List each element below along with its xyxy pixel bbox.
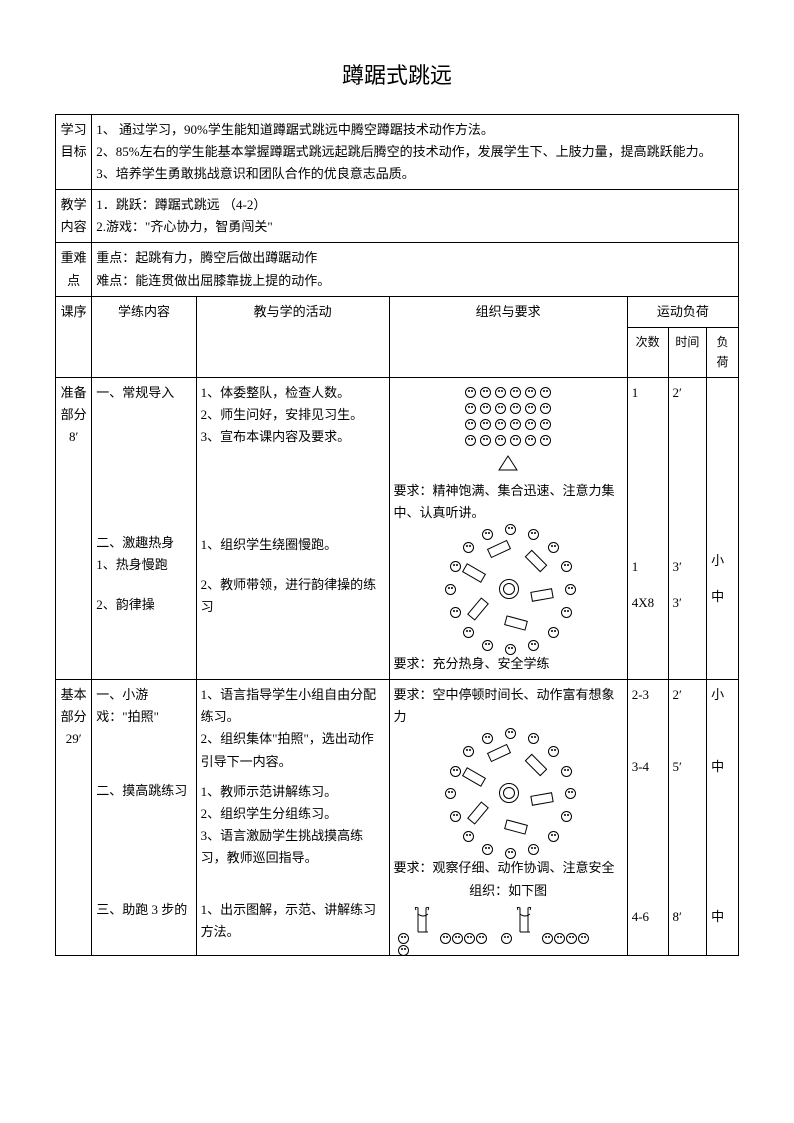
basic-r1-t: 2′ (673, 684, 703, 706)
prep-label: 准备部分 8′ (56, 377, 92, 680)
prep-r2-l: 小 (711, 550, 734, 572)
hdr-act: 教与学的活动 (196, 296, 389, 377)
content-text: 1．跳跃：蹲踞式跳远 （4-2） 2.游戏："齐心协力，智勇闯关" (92, 190, 739, 243)
prep-r3-t: 3′ (673, 592, 703, 614)
hdr-item: 学练内容 (92, 296, 196, 377)
basic-r2-l: 中 (711, 756, 734, 778)
bounce-diagram (394, 904, 623, 949)
prep-counts: 1 1 4X8 (627, 377, 668, 680)
grid-formation-diagram (394, 386, 623, 474)
prep-times: 2′ 3′ 3′ (668, 377, 707, 680)
prep-r3-l: 中 (711, 586, 734, 608)
prep-levels: 小 中 (707, 377, 739, 680)
basic-r2-act: 1、教师示范讲解练习。 2、组织学生分组练习。 3、语言激励学生挑战摸高练习，教… (201, 781, 385, 869)
content-label: 教学内容 (56, 190, 92, 243)
basic-r2-item: 二、摸高跳练习 (96, 780, 191, 802)
basic-r2-c: 3-4 (632, 756, 664, 778)
basic-levels: 小 中 中 (707, 680, 739, 955)
basic-r3-l: 中 (711, 906, 734, 928)
basic-times: 2′ 5′ 8′ (668, 680, 707, 955)
focus-label: 重难点 (56, 243, 92, 296)
basic-r1-req: 要求：空中停顿时间长、动作富有想象力 (394, 684, 623, 728)
prep-r1-c: 1 (632, 382, 664, 404)
basic-r2-req: 要求：观察仔细、动作协调、注意安全 (394, 857, 623, 879)
circle-formation-diagram (433, 526, 583, 651)
prep-r2-c: 1 (632, 556, 664, 578)
prep-r1-req: 要求：精神饱满、集合迅速、注意力集中、认真听讲。 (394, 480, 623, 524)
goal-text: 1、 通过学习，90%学生能知道蹲踞式跳远中腾空蹲踞技术动作方法。 2、85%左… (92, 115, 739, 190)
basic-items: 一、小游戏："拍照" 二、摸高跳练习 三、助跑 3 步的 (92, 680, 196, 955)
goal-label: 学习目标 (56, 115, 92, 190)
basic-r2-t: 5′ (673, 756, 703, 778)
basic-label: 基本部分 29′ (56, 680, 92, 955)
prep-items: 一、常规导入 二、激趣热身 1、热身慢跑 2、韵律操 (92, 377, 196, 680)
basic-r1-l: 小 (711, 684, 734, 706)
hdr-org: 组织与要求 (389, 296, 627, 377)
prep-org: 要求：精神饱满、集合迅速、注意力集中、认真听讲。 要求：充分热身、安全学练 (389, 377, 627, 680)
prep-r3-act: 2、教师带领，进行韵律操的练习 (201, 574, 385, 618)
basic-r3-item: 三、助跑 3 步的 (96, 899, 191, 921)
prep-r1-t: 2′ (673, 382, 703, 404)
basic-r1-c: 2-3 (632, 684, 664, 706)
hdr-load: 运动负荷 (627, 296, 738, 327)
prep-r3-c: 4X8 (632, 592, 664, 614)
prep-acts: 1、体委整队，检查人数。 2、师生问好，安排见习生。 3、宣布本课内容及要求。 … (196, 377, 389, 680)
hdr-level: 负荷 (707, 327, 739, 377)
basic-r1-item: 一、小游戏："拍照" (96, 684, 191, 728)
prep-r2-item: 二、激趣热身 1、热身慢跑 (96, 532, 191, 576)
basic-r2-org: 组织：如下图 (394, 880, 623, 902)
basic-org: 要求：空中停顿时间长、动作富有想象力 要求：观察仔细、动作协调、注意安全 组织：… (389, 680, 627, 955)
basic-counts: 2-3 3-4 4-6 (627, 680, 668, 955)
prep-r1-item: 一、常规导入 (96, 382, 191, 404)
basic-r3-c: 4-6 (632, 906, 664, 928)
basic-acts: 1、语言指导学生小组自由分配练习。 2、组织集体"拍照"，选出动作引导下一内容。… (196, 680, 389, 955)
hdr-time: 时间 (668, 327, 707, 377)
prep-r2-act: 1、组织学生绕圈慢跑。 (201, 534, 385, 556)
prep-r3-item: 2、韵律操 (96, 594, 191, 616)
prep-r3-req: 要求：充分热身、安全学练 (394, 653, 623, 675)
circle-formation-2-diagram (433, 730, 583, 855)
lesson-plan-table: 学习目标 1、 通过学习，90%学生能知道蹲踞式跳远中腾空蹲踞技术动作方法。 2… (55, 114, 739, 956)
hdr-count: 次数 (627, 327, 668, 377)
hdr-seq: 课序 (56, 296, 92, 377)
prep-r2-t: 3′ (673, 556, 703, 578)
prep-r1-act: 1、体委整队，检查人数。 2、师生问好，安排见习生。 3、宣布本课内容及要求。 (201, 382, 385, 448)
basic-r3-act: 1、出示图解，示范、讲解练习方法。 (201, 899, 385, 943)
focus-text: 重点：起跳有力，腾空后做出蹲踞动作 难点：能连贯做出屈膝靠拢上提的动作。 (92, 243, 739, 296)
basic-r1-act: 1、语言指导学生小组自由分配练习。 2、组织集体"拍照"，选出动作引导下一内容。 (201, 684, 385, 772)
basic-r3-t: 8′ (673, 906, 703, 928)
page-title: 蹲踞式跳远 (55, 58, 739, 90)
